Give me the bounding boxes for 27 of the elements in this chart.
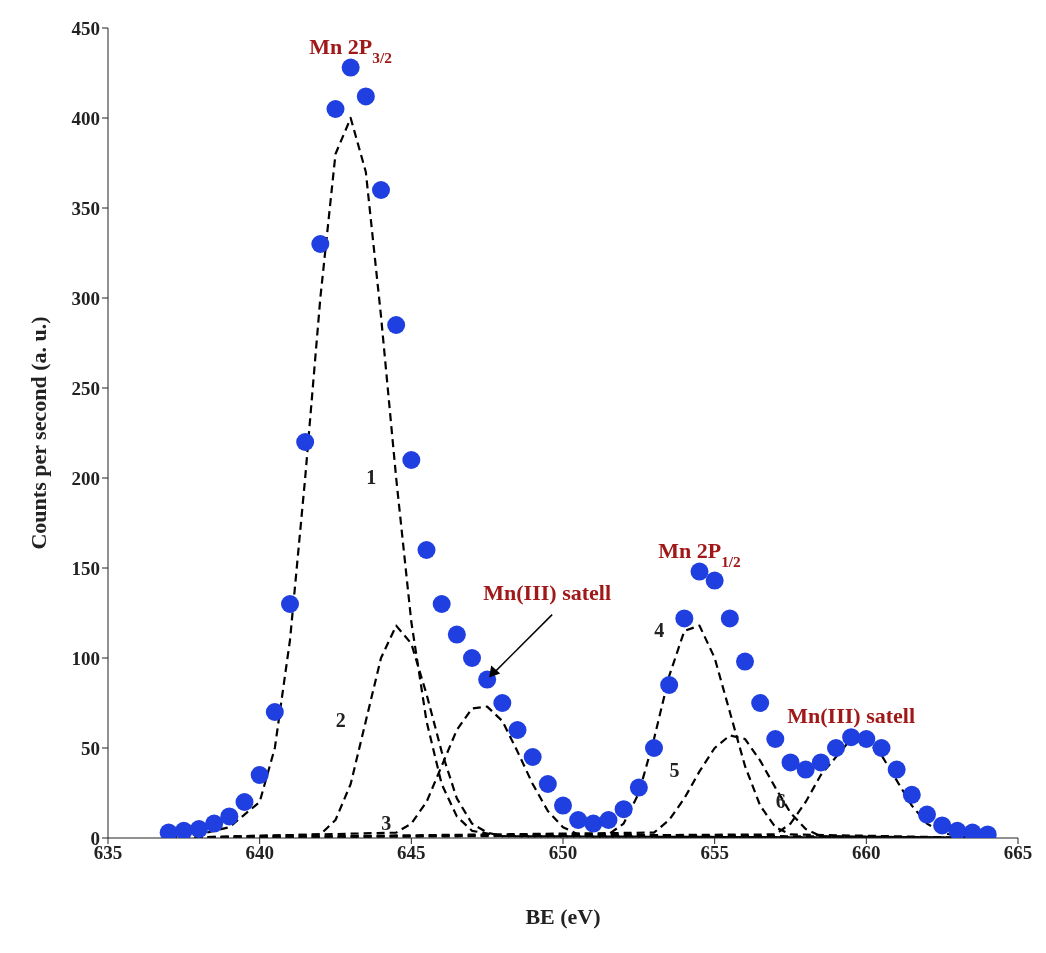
y-tick-label: 100 <box>71 647 100 669</box>
annotation: 1 <box>366 466 377 488</box>
annotation: 4 <box>654 619 665 641</box>
annotation: Mn 2P$_{3/2}$ <box>309 33 393 66</box>
y-tick-label: 50 <box>81 737 100 759</box>
y-tick-label: 250 <box>71 377 100 399</box>
x-tick-label: 660 <box>852 842 881 864</box>
annotation: Mn(III) satell <box>483 579 612 605</box>
y-tick-label: 200 <box>71 467 100 489</box>
y-tick-label: 150 <box>71 557 100 579</box>
x-tick-label: 650 <box>548 842 578 864</box>
annotation: 5 <box>669 759 680 782</box>
y-tick-label: 450 <box>71 17 100 39</box>
x-tick-label: 640 <box>245 842 274 864</box>
x-tick-label: 665 <box>1003 842 1033 864</box>
y-axis-title: Counts per second (a. u.) <box>25 316 51 550</box>
annotation: 3 <box>381 811 392 834</box>
annotation: 2 <box>335 709 346 731</box>
x-tick-label: 655 <box>700 842 729 864</box>
x-axis-title: BE (eV) <box>525 903 601 929</box>
annotation: 6 <box>775 790 786 812</box>
annotation: Mn 2P$_{1/2}$ <box>658 537 742 570</box>
y-tick-label: 350 <box>71 197 100 219</box>
annotation: Mn(III) satell <box>787 703 916 729</box>
x-tick-label: 645 <box>397 842 426 864</box>
y-tick-label: 300 <box>71 287 100 309</box>
y-tick-label: 400 <box>71 107 100 129</box>
